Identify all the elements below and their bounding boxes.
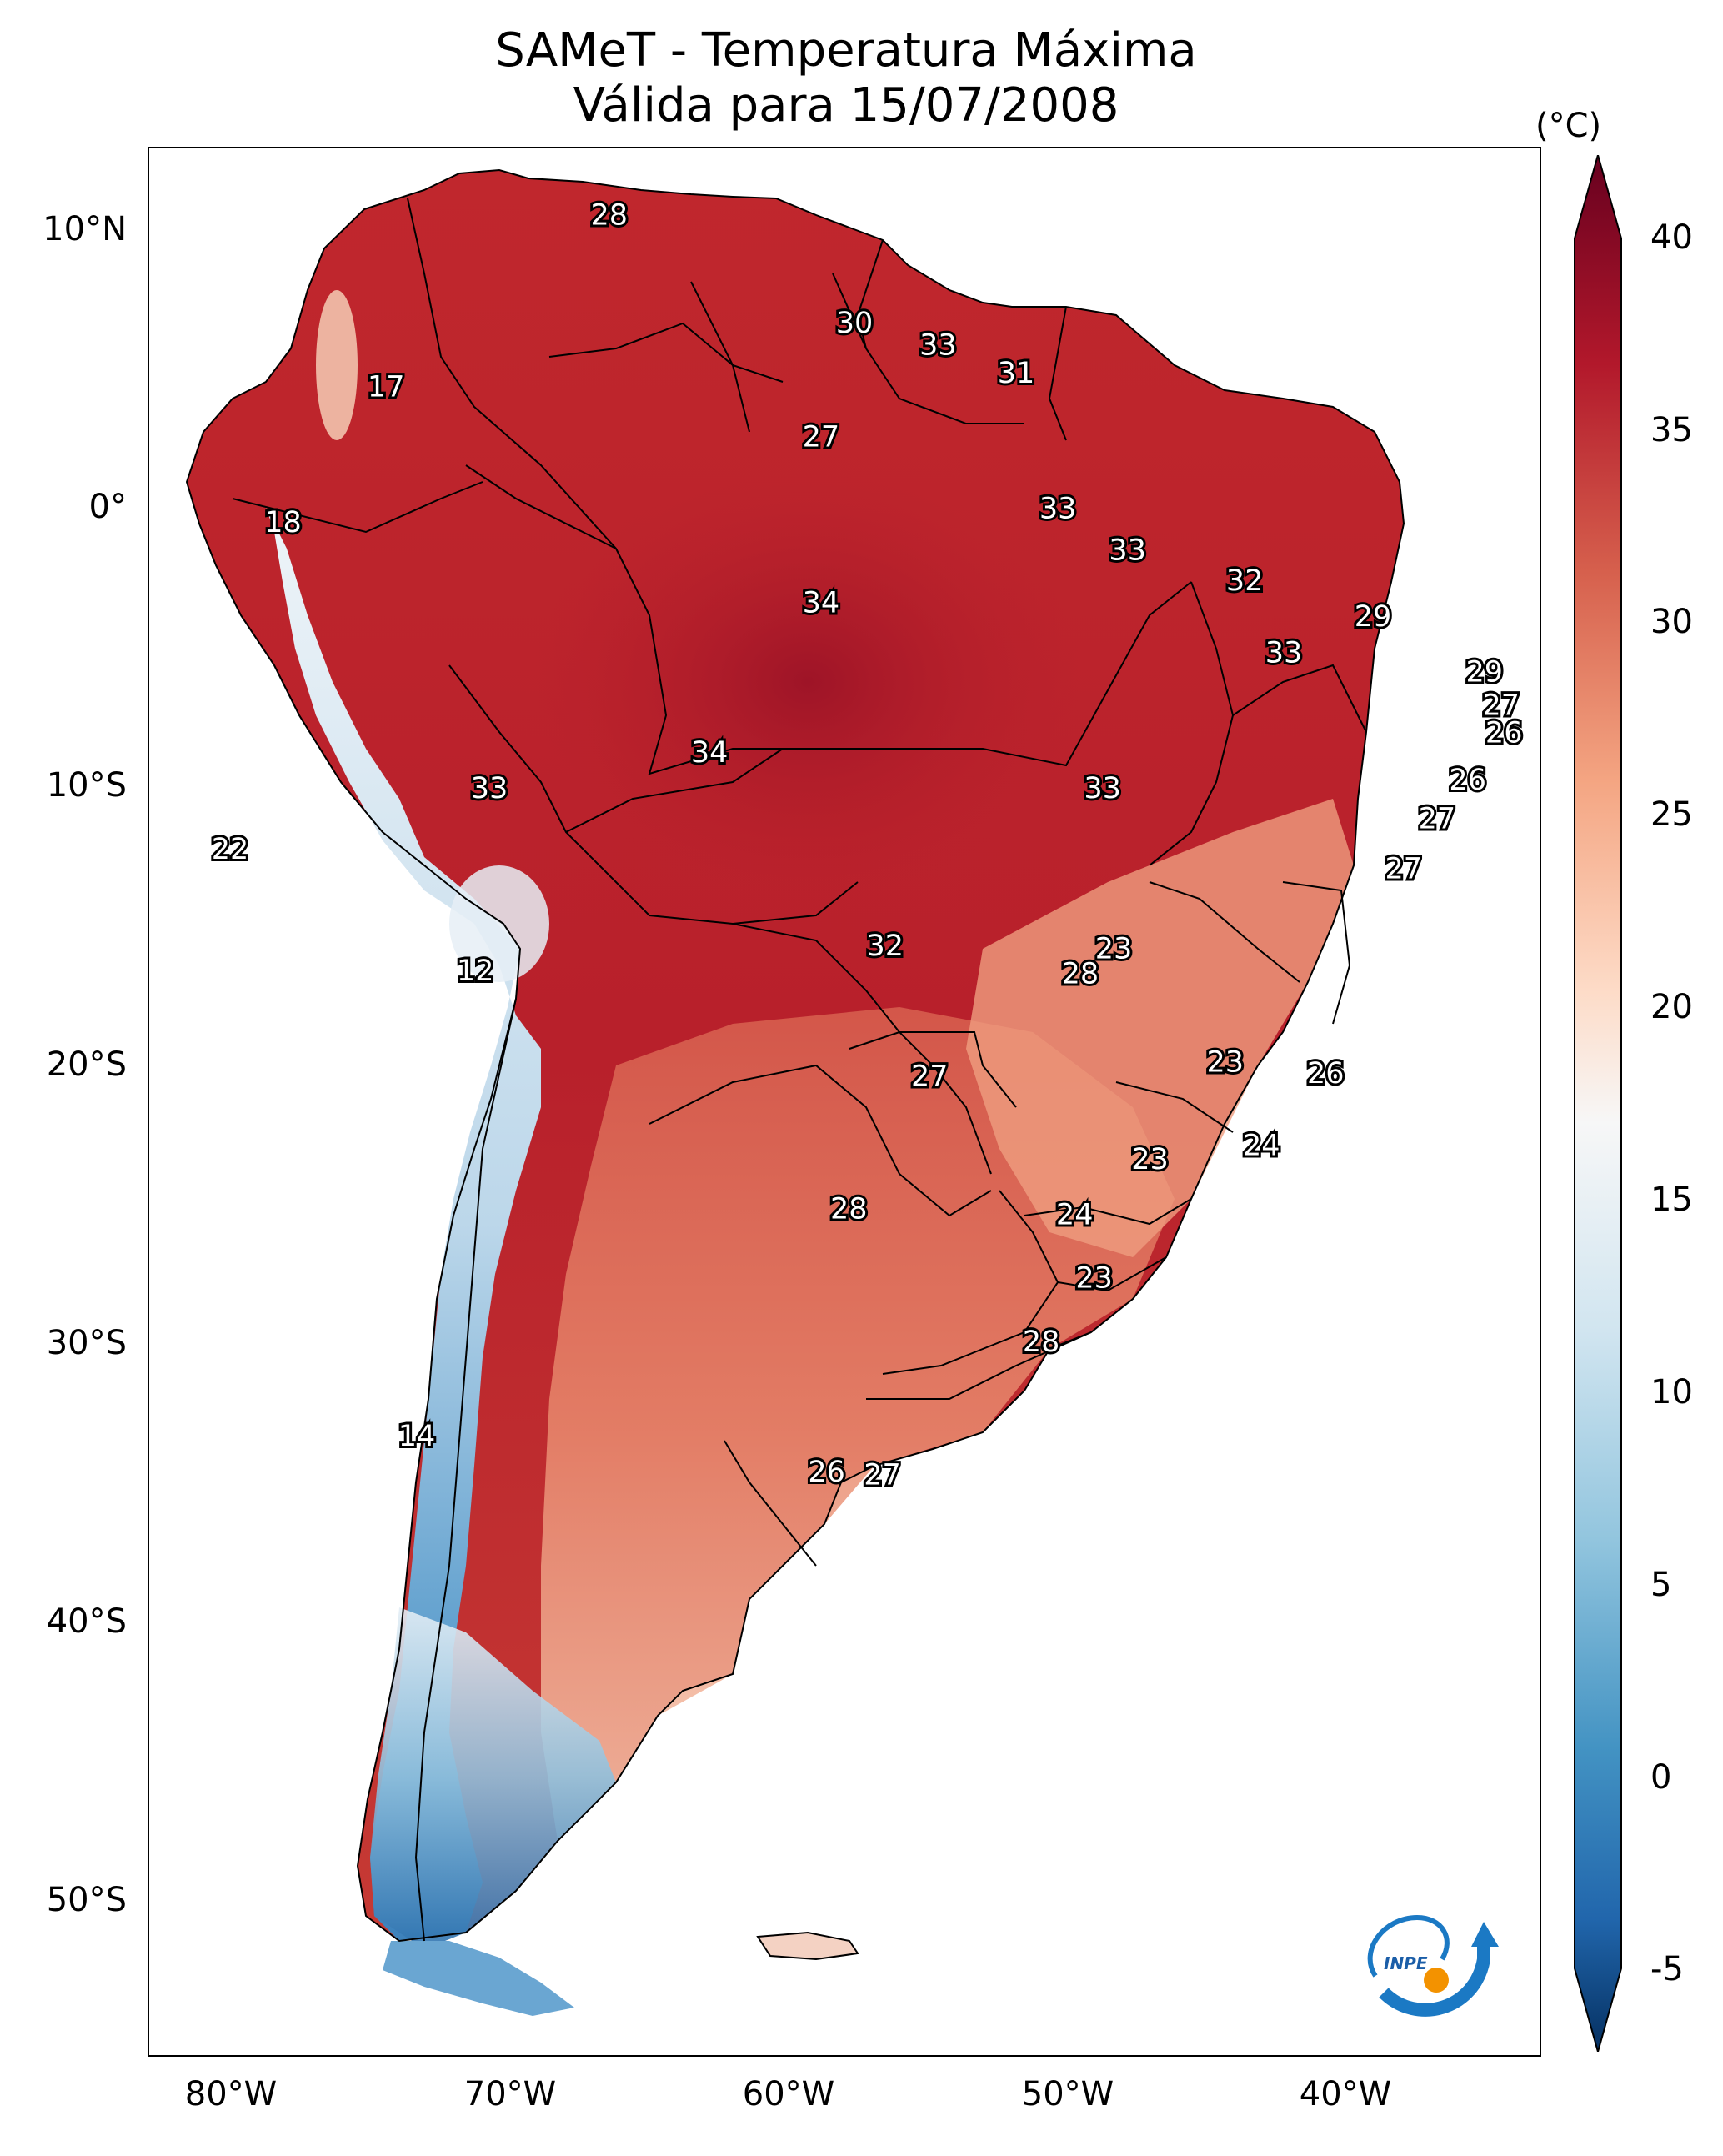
- value-label-30: 24: [1243, 1129, 1280, 1162]
- value-label-33: 24: [1056, 1198, 1094, 1231]
- country-borders: [185, 168, 1405, 1943]
- colorbar-tick-0: 0: [1650, 1758, 1672, 1797]
- value-label-1: 30: [836, 307, 874, 340]
- lat-tick-50S: 50°S: [46, 1881, 127, 1919]
- hot-core-amazon: [533, 465, 1083, 899]
- lon-tick-70W: 70°W: [463, 2075, 557, 2113]
- value-label-28: 23: [1207, 1046, 1245, 1080]
- lon-tick-40W: 40°W: [1299, 2075, 1392, 2113]
- value-label-35: 28: [1023, 1326, 1060, 1359]
- tierra-del-fuego: [383, 1941, 574, 2016]
- falkland-islands: [756, 1931, 859, 1961]
- value-label-37: 26: [808, 1456, 845, 1489]
- value-label-32: 28: [830, 1193, 868, 1226]
- value-label-11: 29: [1355, 600, 1392, 634]
- map-title: SAMeT - Temperatura Máxima Válida para 1…: [0, 23, 1692, 133]
- value-label-21: 22: [212, 833, 249, 866]
- value-label-18: 33: [471, 772, 508, 805]
- patagonia-cool: [370, 1607, 616, 1949]
- value-label-2: 33: [919, 329, 957, 363]
- value-label-24: 23: [1095, 933, 1133, 966]
- value-label-26: 28: [1062, 957, 1099, 990]
- value-label-14: 27: [1483, 689, 1520, 722]
- lat-tick-20S: 20°S: [46, 1045, 127, 1084]
- value-label-7: 33: [1039, 493, 1077, 526]
- lon-tick-50W: 50°W: [1021, 2075, 1114, 2113]
- lon-tick-60W: 60°W: [742, 2075, 835, 2113]
- value-label-20: 27: [1419, 803, 1456, 836]
- value-label-27: 27: [911, 1060, 949, 1093]
- colorbar-tick-25: 25: [1650, 795, 1693, 834]
- colorbar-tick-neg5: -5: [1650, 1950, 1684, 1988]
- colorbar-body: [1574, 155, 1622, 2052]
- value-label-31: 23: [1131, 1143, 1169, 1176]
- colorbar-tick-35: 35: [1650, 411, 1693, 449]
- temperature-map: 28 30 33 31 17 27 18 33 33 34 32 29 33 29 27 26 34 26 33 33…: [148, 147, 1541, 2057]
- value-label-36: 14: [398, 1420, 436, 1453]
- colorbar-tick-30: 30: [1650, 603, 1693, 641]
- value-label-34: 23: [1075, 1262, 1113, 1296]
- value-label-6: 18: [264, 506, 302, 539]
- value-label-16: 34: [691, 736, 729, 770]
- colorbar-tick-15: 15: [1650, 1181, 1693, 1219]
- colorbar-tick-10: 10: [1650, 1373, 1693, 1411]
- value-label-9: 34: [803, 587, 840, 620]
- colorbar-tick-40: 40: [1650, 218, 1693, 257]
- colorbar-tick-5: 5: [1650, 1566, 1672, 1604]
- value-label-29: 26: [1307, 1057, 1345, 1091]
- value-label-38: 27: [864, 1458, 901, 1492]
- bolivian-altiplano: [449, 865, 549, 982]
- inpe-logo-text: INPE: [1384, 1953, 1428, 1973]
- value-label-15: 26: [1485, 717, 1523, 750]
- value-label-23: 32: [867, 930, 904, 963]
- value-label-25: 12: [457, 955, 494, 988]
- lat-tick-10S: 10°S: [46, 766, 127, 805]
- value-label-22: 27: [1385, 852, 1423, 885]
- value-label-10: 32: [1226, 564, 1264, 598]
- southern-plains: [541, 1007, 1175, 1841]
- value-label-13: 29: [1466, 656, 1504, 689]
- lat-tick-10N: 10°N: [43, 210, 127, 248]
- colorbar-unit: (°C): [1535, 107, 1602, 145]
- lon-tick-80W: 80°W: [184, 2075, 278, 2113]
- lat-tick-40S: 40°S: [46, 1602, 127, 1641]
- value-label-12: 33: [1265, 636, 1303, 669]
- lat-tick-30S: 30°S: [46, 1324, 127, 1362]
- inpe-logo: INPE: [1367, 1914, 1499, 2017]
- value-label-19: 33: [1084, 772, 1121, 805]
- title-line-2: Válida para 15/07/2008: [573, 78, 1119, 133]
- value-label-17: 26: [1449, 764, 1486, 797]
- colorbar: [1574, 155, 1622, 2052]
- value-label-3: 31: [998, 357, 1035, 390]
- lat-tick-0: 0°: [88, 488, 127, 526]
- value-label-5: 27: [803, 420, 840, 454]
- value-label-0: 28: [591, 199, 629, 233]
- value-label-8: 33: [1109, 534, 1146, 567]
- title-line-1: SAMeT - Temperatura Máxima: [495, 23, 1197, 78]
- colorbar-tick-20: 20: [1650, 988, 1693, 1026]
- colombian-highlands: [316, 290, 358, 440]
- value-label-4: 17: [368, 371, 405, 404]
- southeast-brazil: [966, 799, 1354, 1257]
